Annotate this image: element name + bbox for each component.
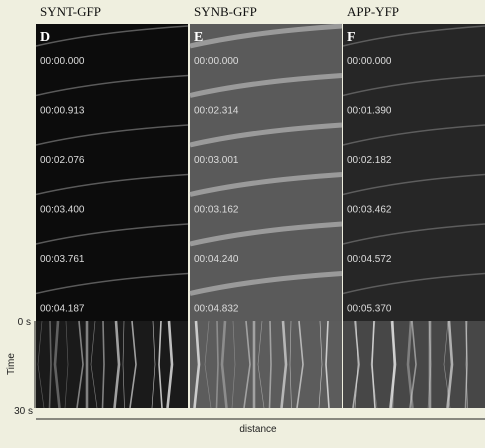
panel-letter: F	[347, 30, 356, 45]
figure: 0 s 30 s Time distance SYNT-GFP 00:00.000…	[0, 0, 485, 448]
timestamp: 00:04.187	[40, 304, 85, 315]
timestamp: 00:00.000	[40, 56, 85, 67]
timestamp: 00:02.076	[40, 155, 85, 166]
panel-title: APP-YFP	[347, 4, 399, 19]
panel-letter: D	[40, 30, 50, 45]
timestamp: 00:03.162	[194, 205, 239, 216]
timestamp: 00:03.462	[347, 205, 392, 216]
timestamp: 00:02.182	[347, 155, 392, 166]
time-label: Time	[6, 353, 17, 375]
timestamp: 00:04.572	[347, 254, 392, 265]
time-end: 30 s	[14, 406, 33, 417]
panel-letter: E	[194, 30, 203, 45]
timestamp: 00:00.000	[347, 56, 392, 67]
timestamp: 00:00.913	[40, 106, 85, 117]
timestamp: 00:03.400	[40, 205, 85, 216]
panel-title: SYNB-GFP	[194, 4, 257, 19]
panel-title: SYNT-GFP	[40, 4, 101, 19]
image-panel	[343, 24, 485, 321]
time-start: 0 s	[18, 317, 31, 328]
timestamp: 00:05.370	[347, 304, 392, 315]
distance-label: distance	[239, 424, 277, 435]
image-panel	[36, 24, 188, 321]
timestamp: 00:00.000	[194, 56, 239, 67]
timestamp: 00:04.832	[194, 304, 239, 315]
kymograph	[190, 321, 342, 408]
timestamp: 00:02.314	[194, 106, 239, 117]
timestamp: 00:03.001	[194, 155, 239, 166]
timestamp: 00:03.761	[40, 254, 85, 265]
timestamp: 00:04.240	[194, 254, 239, 265]
timestamp: 00:01.390	[347, 106, 392, 117]
